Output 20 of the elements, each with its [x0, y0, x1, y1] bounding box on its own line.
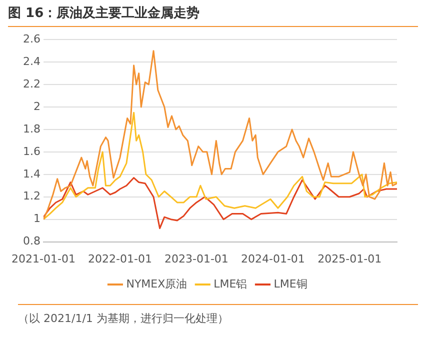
- legend-label: LME铜: [274, 277, 308, 290]
- y-tick-label: 2: [33, 100, 40, 113]
- y-tick-label: 0.8: [22, 234, 40, 248]
- y-tick-label: 1.8: [22, 122, 40, 136]
- legend-label: NYMEX原油: [126, 277, 188, 290]
- x-tick-label: 2023-01-01: [164, 252, 228, 266]
- y-tick-label: 1.4: [22, 167, 40, 180]
- text: （以 2021/1/1 为基期，进行归一化处理）: [18, 304, 418, 326]
- x-tick-label: 2021-01-01: [12, 252, 76, 266]
- x-tick-label: 2024-01-01: [240, 252, 305, 266]
- y-tick-label: 2.4: [22, 54, 40, 68]
- chart-title: 图 16：原油及主要工业金属走势: [8, 4, 418, 27]
- y-tick-label: 2.2: [22, 77, 40, 90]
- x-tick-label: 2022-01-01: [88, 252, 152, 266]
- x-tick-label: 2025-01-01: [318, 252, 382, 266]
- y-tick-label: 1.6: [22, 144, 40, 158]
- legend-label: LME铝: [214, 277, 248, 290]
- y-tick-label: 2.6: [22, 32, 40, 46]
- y-tick-label: 1: [33, 212, 40, 226]
- y-tick-label: 1.2: [22, 190, 40, 203]
